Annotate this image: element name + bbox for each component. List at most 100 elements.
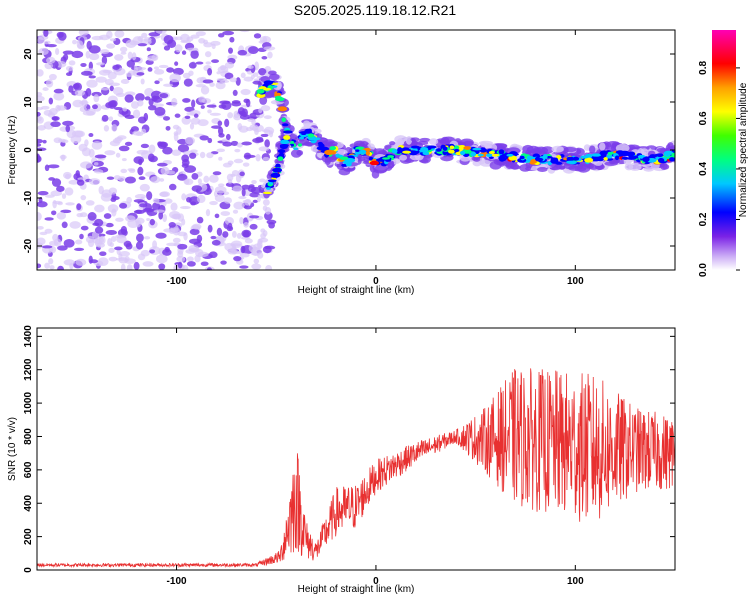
noise-blob <box>61 221 68 229</box>
signal-blob-outer <box>268 73 280 81</box>
noise-blob <box>189 228 200 236</box>
noise-blob <box>55 48 60 55</box>
noise-blob <box>169 183 177 191</box>
noise-blob <box>119 46 128 53</box>
noise-blob <box>65 125 71 133</box>
spectrogram-y-axis-label: Frequency (Hz) <box>7 116 18 185</box>
noise-blob <box>222 231 229 238</box>
noise-blob <box>62 50 74 55</box>
signal-blob-core <box>339 156 349 161</box>
noise-blob <box>64 187 74 196</box>
noise-blob <box>236 232 242 239</box>
noise-blob <box>74 89 86 97</box>
signal-blob-core <box>506 153 514 157</box>
snr-series-line <box>37 368 675 569</box>
signal-blob-core <box>459 150 466 156</box>
noise-blob <box>264 139 270 148</box>
noise-blob <box>120 263 126 270</box>
noise-blob <box>154 80 160 85</box>
noise-blob <box>69 221 81 229</box>
noise-blob <box>94 218 104 227</box>
noise-blob <box>92 104 98 110</box>
signal-blob-core <box>282 123 289 127</box>
noise-blob <box>112 65 120 70</box>
noise-blob <box>60 209 72 214</box>
noise-blob <box>120 79 130 84</box>
noise-blob <box>242 230 250 238</box>
noise-blob <box>218 104 227 109</box>
signal-blob-core <box>477 153 484 157</box>
noise-blob <box>121 157 127 162</box>
noise-blob <box>239 30 250 33</box>
noise-blob <box>247 46 259 54</box>
noise-blob <box>155 30 167 34</box>
noise-blob <box>38 197 43 204</box>
noise-blob <box>205 209 211 217</box>
noise-blob <box>195 83 206 88</box>
signal-blob-outer <box>399 154 408 161</box>
noise-blob <box>189 152 197 159</box>
noise-blob <box>163 35 174 45</box>
noise-blob <box>220 260 227 265</box>
noise-blob <box>63 171 72 179</box>
signal-blob-outer <box>419 137 431 143</box>
noise-blob <box>203 175 210 183</box>
noise-blob <box>164 198 173 204</box>
noise-blob <box>238 195 247 200</box>
noise-blob <box>91 140 103 150</box>
noise-blob <box>80 225 89 231</box>
signal-blob-outer <box>296 149 304 156</box>
noise-blob <box>141 128 147 134</box>
noise-blob <box>206 104 217 108</box>
y-tick-label: 800 <box>23 428 34 445</box>
noise-blob <box>48 73 57 81</box>
noise-blob <box>52 200 63 205</box>
noise-blob <box>257 252 264 259</box>
noise-blob <box>140 78 145 85</box>
noise-blob <box>237 49 248 56</box>
noise-blob <box>247 186 256 193</box>
figure-title: S205.2025.119.18.12.R21 <box>293 2 457 18</box>
noise-blob <box>111 124 118 132</box>
signal-blob-core <box>479 147 487 153</box>
noise-blob <box>196 216 204 224</box>
noise-blob <box>115 152 121 158</box>
signal-blob-core <box>275 163 281 169</box>
signal-blob-core <box>281 117 287 123</box>
signal-blob-core <box>277 149 286 154</box>
noise-blob <box>112 86 124 96</box>
noise-blob <box>163 45 171 51</box>
noise-blob <box>211 239 221 246</box>
noise-blob <box>56 212 67 220</box>
noise-blob <box>96 62 105 66</box>
signal-blob-core <box>299 136 305 140</box>
noise-blob <box>231 101 242 107</box>
noise-blob <box>177 243 188 250</box>
noise-blob <box>177 250 184 258</box>
signal-blob-outer <box>259 96 268 105</box>
signal-blob-core <box>293 147 299 150</box>
colorbar: 0.0 0.2 0.4 0.6 0.8 Normalized spectral ampl… <box>698 30 749 277</box>
signal-blob-core <box>316 146 327 151</box>
signal-blob-core <box>274 95 283 100</box>
signal-blob-core <box>277 156 284 162</box>
noise-blob <box>194 254 201 263</box>
signal-blob-core <box>289 143 295 147</box>
noise-blob <box>163 83 174 87</box>
y-tick-label: 200 <box>23 528 34 545</box>
noise-blob <box>162 146 173 155</box>
signal-blob-outer <box>599 142 606 151</box>
signal-blob-outer <box>568 165 581 171</box>
noise-blob <box>233 158 244 164</box>
noise-blob <box>218 156 223 161</box>
noise-blob <box>62 120 74 126</box>
signal-blob-core <box>387 155 395 158</box>
noise-blob <box>207 137 213 144</box>
signal-blob-core <box>671 152 675 157</box>
noise-blob <box>95 76 107 83</box>
signal-blob-core <box>270 172 281 178</box>
noise-blob <box>239 216 244 225</box>
noise-blob <box>99 49 110 55</box>
noise-blob <box>265 265 273 270</box>
